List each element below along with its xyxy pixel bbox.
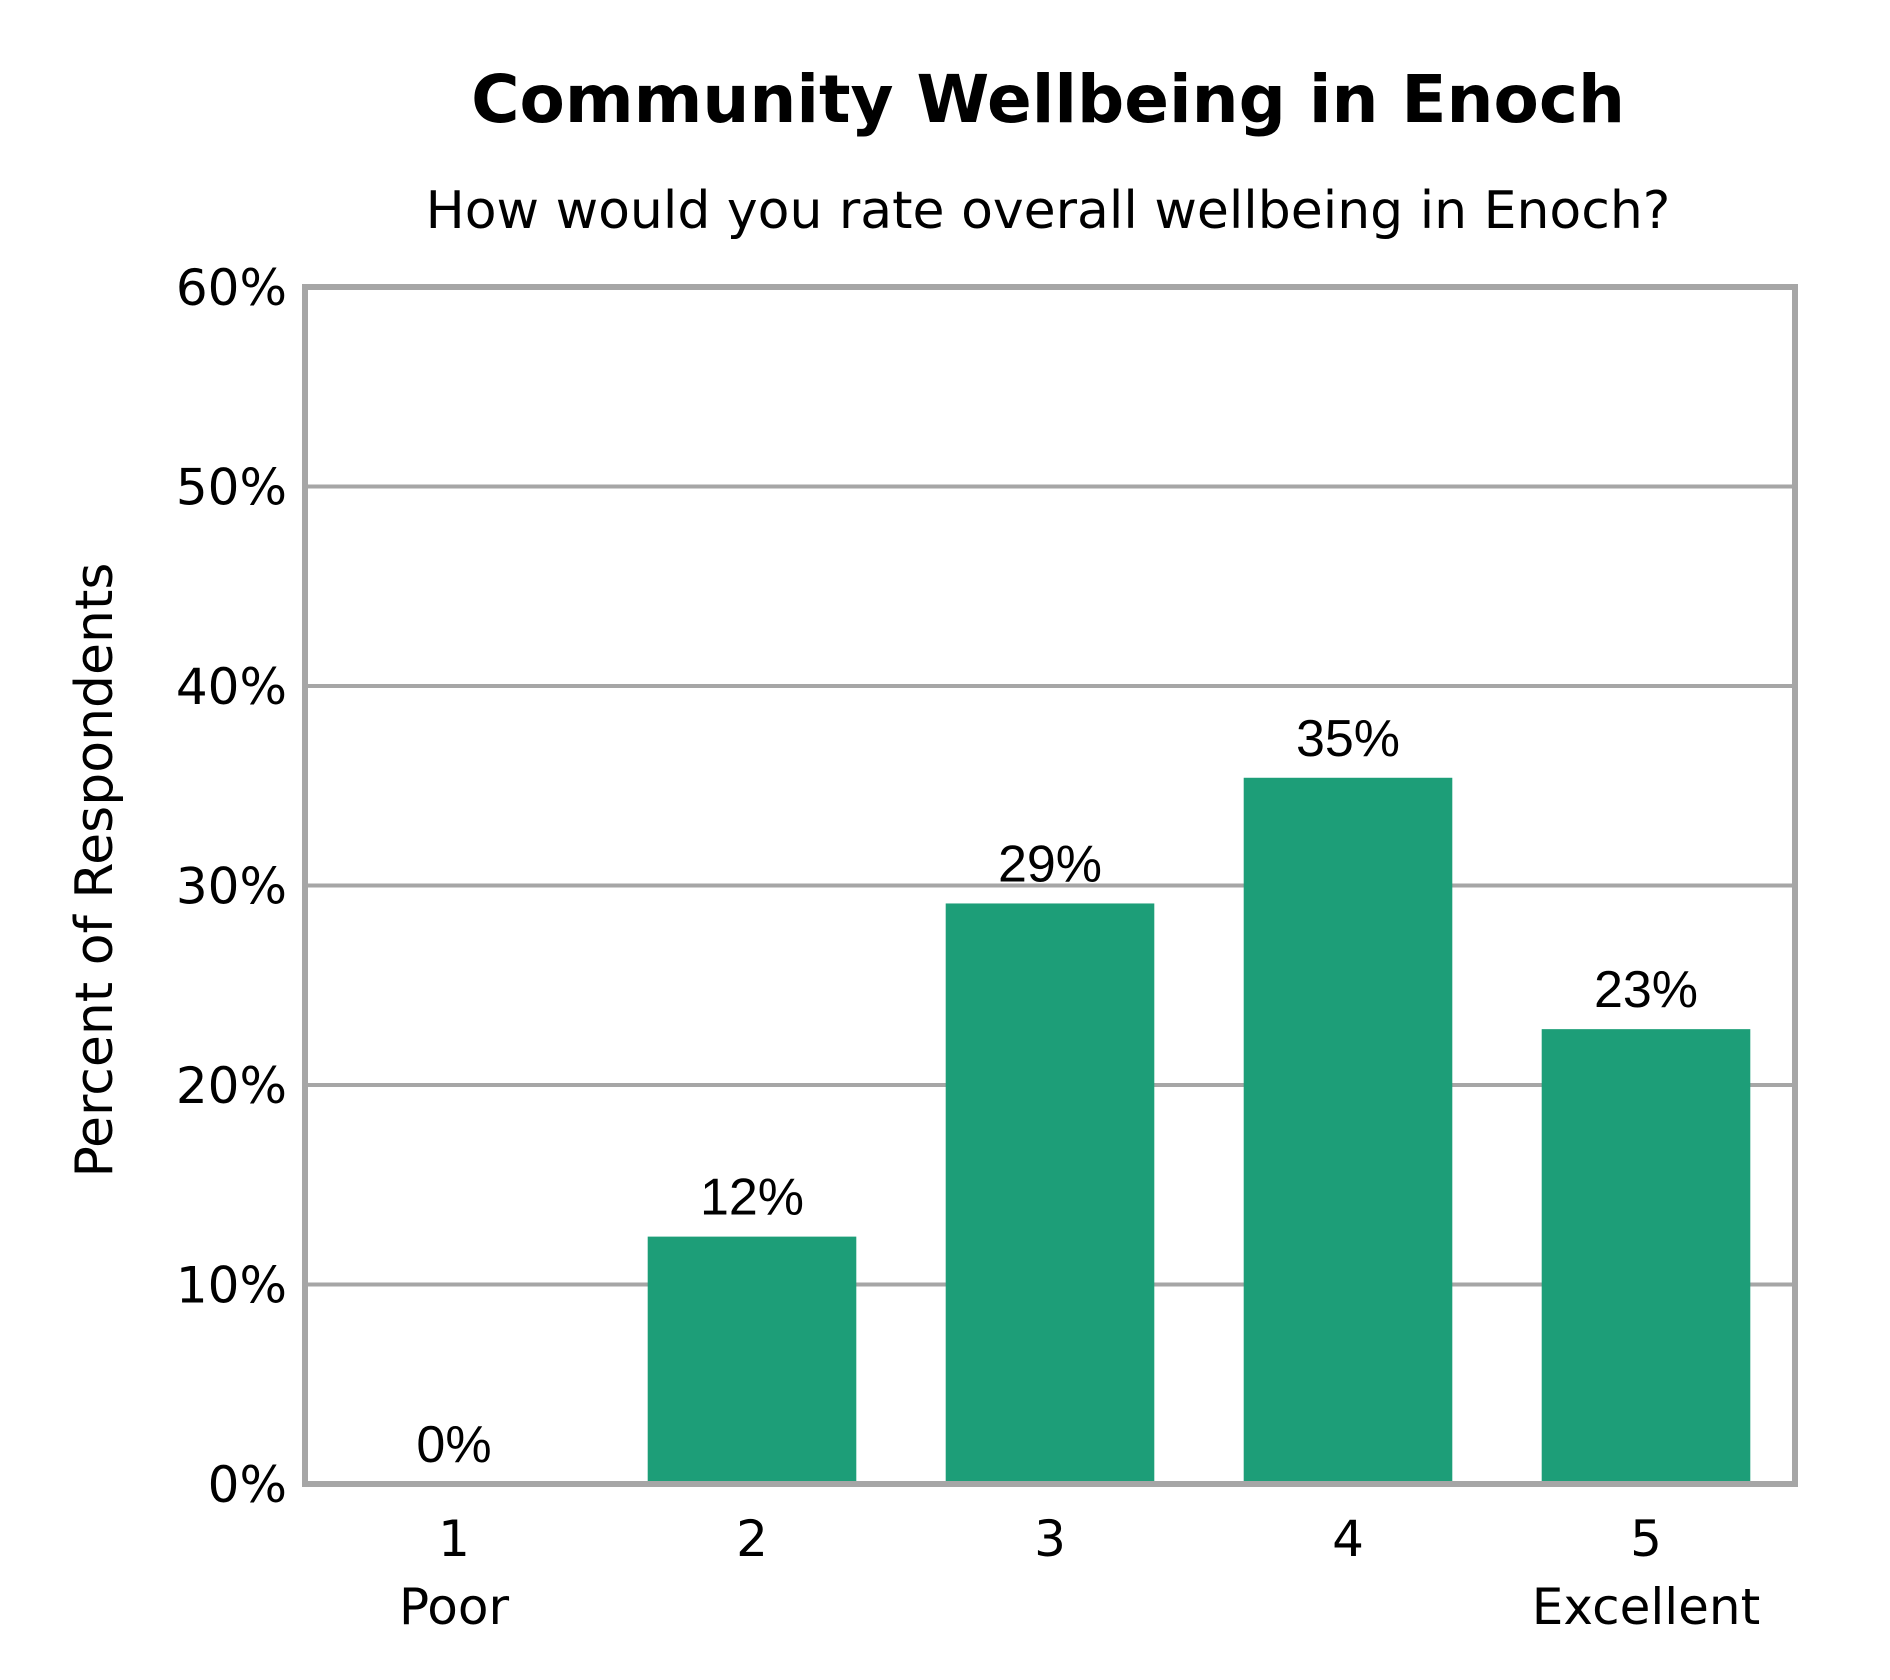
data-label: 35% [1296,710,1400,768]
x-tick-label: 3 [1034,1510,1066,1568]
data-label: 12% [700,1169,804,1227]
y-tick-label: 10% [176,1257,287,1315]
y-axis-ticks: 0% 10% 20% 30% 40% 50% 60% [176,259,287,1514]
data-labels: 0% 12% 29% 35% 23% [416,710,1698,1474]
y-tick-label: 50% [176,459,287,517]
bar [1243,777,1453,1484]
plot-frame [302,284,1798,1487]
x-axis-ticks: 1 Poor 2 3 4 5 Excellent [399,1510,1760,1636]
y-tick-label: 40% [176,658,287,716]
y-axis-label: Percent of Respondents [65,563,125,1178]
x-tick-sublabel: Poor [399,1578,510,1636]
y-tick-label: 30% [176,858,287,916]
bar [1541,1029,1751,1484]
y-tick-label: 60% [176,259,287,317]
bar [945,903,1155,1484]
y-tick-label: 20% [176,1057,287,1115]
x-tick-label: 4 [1332,1510,1364,1568]
y-tick-label: 0% [208,1456,287,1514]
x-tick-sublabel: Excellent [1532,1578,1760,1636]
data-label: 29% [998,835,1102,893]
bar [647,1236,857,1484]
x-tick-label: 1 [438,1510,470,1568]
bars [647,777,1751,1484]
x-tick-label: 5 [1630,1510,1662,1568]
x-tick-label: 2 [736,1510,768,1568]
chart-title: Community Wellbeing in Enoch [471,61,1625,138]
data-label: 23% [1594,961,1698,1019]
data-label: 0% [416,1416,491,1474]
chart-subtitle: How would you rate overall wellbeing in … [426,181,1671,241]
